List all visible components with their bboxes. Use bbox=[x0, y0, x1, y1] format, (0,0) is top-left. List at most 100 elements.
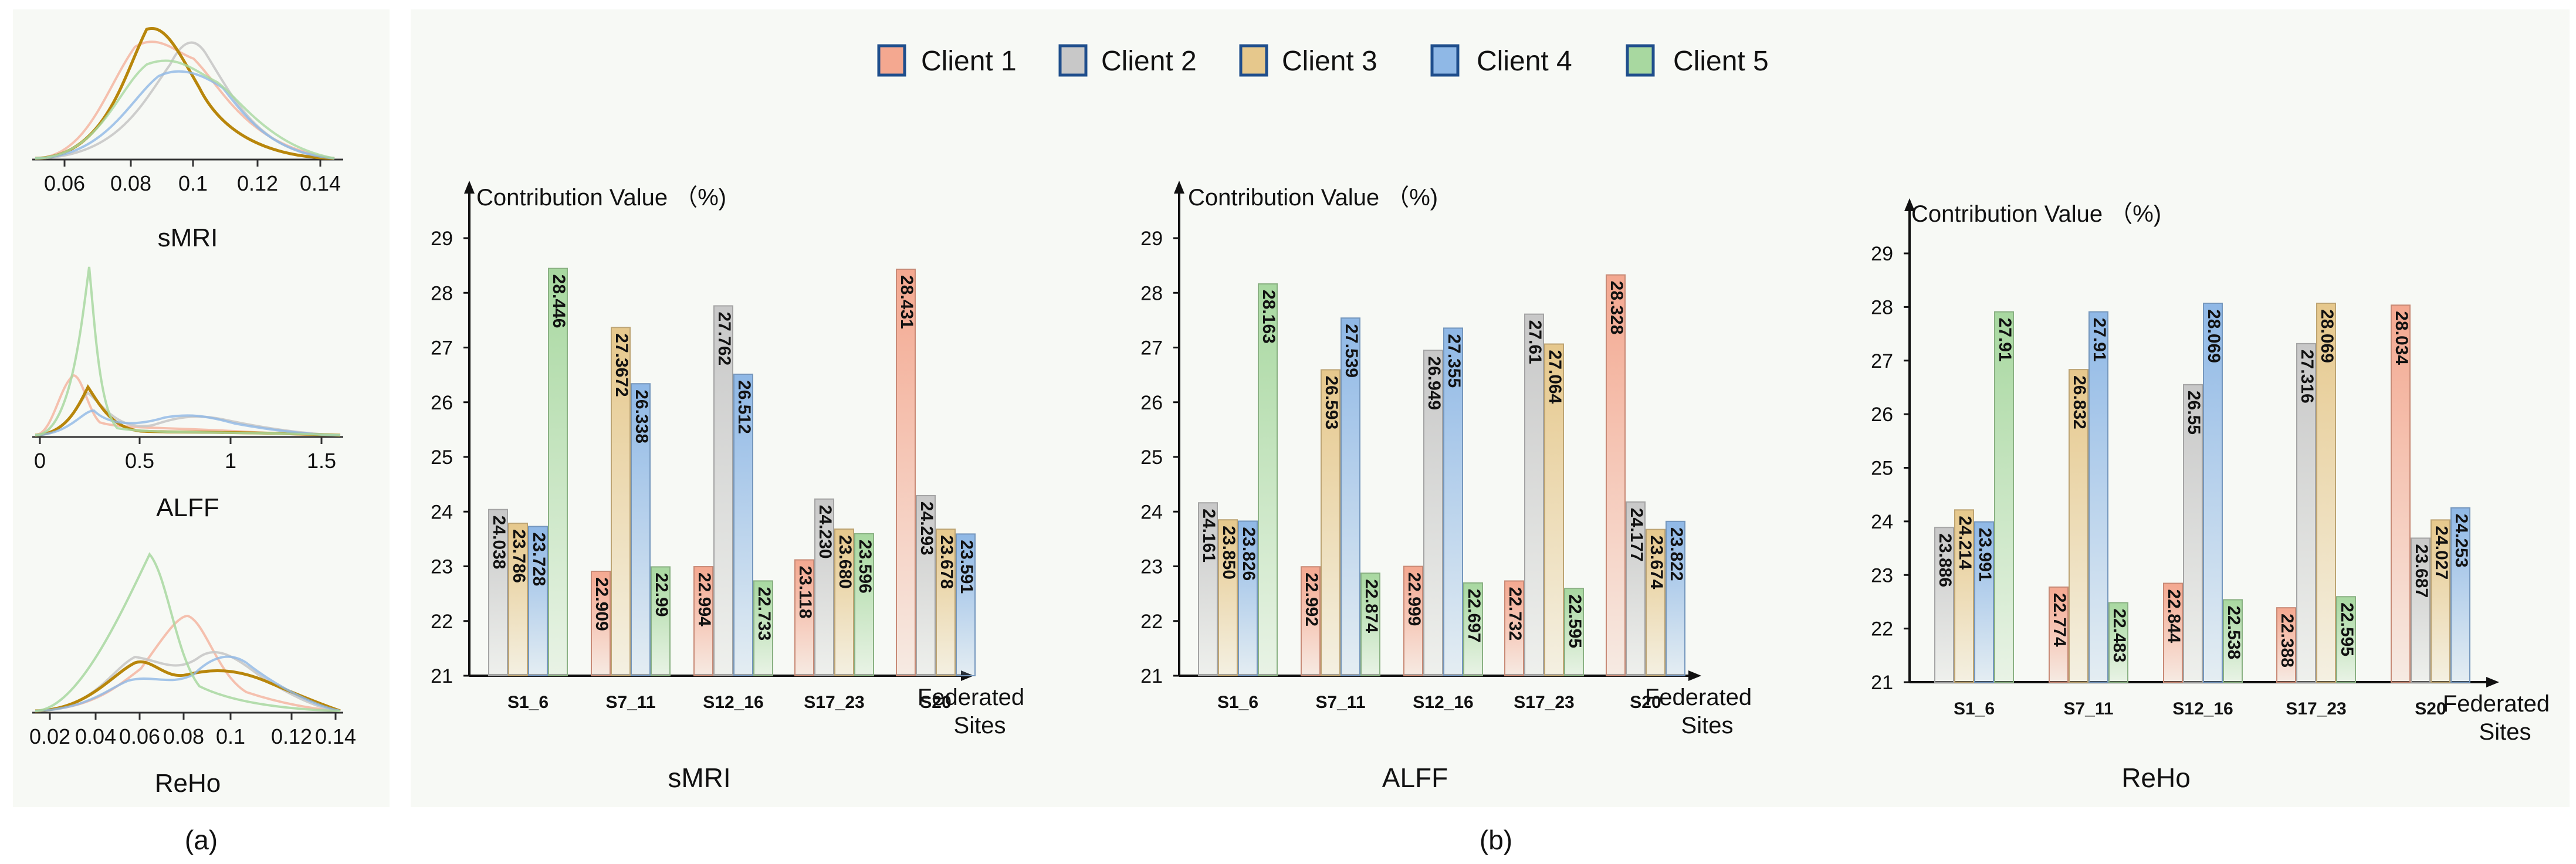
x-tick-label: S7_11 bbox=[1315, 693, 1365, 712]
bar-value-label: 24.230 bbox=[815, 505, 835, 559]
x-axis-arrow bbox=[2486, 677, 2499, 687]
x-axis-label: Federated Sites bbox=[2443, 691, 2550, 745]
y-tick-label: 22 bbox=[1140, 611, 1163, 633]
bar-value-label: 27.91 bbox=[1995, 318, 2015, 362]
bar-value-label: 23.991 bbox=[1975, 528, 1995, 582]
bar-client-5 bbox=[548, 267, 568, 676]
y-tick-label: 22 bbox=[1871, 618, 1893, 641]
y-tick-label: 29 bbox=[431, 228, 453, 250]
bar-value-label: 27.539 bbox=[1342, 324, 1361, 378]
legend-swatch-client-5 bbox=[1626, 44, 1655, 77]
bar-client-3 bbox=[1218, 519, 1238, 676]
x-tick-label: S20 bbox=[1630, 693, 1661, 712]
density-curve-client-2 bbox=[35, 651, 341, 712]
y-tick-label: 26 bbox=[1140, 392, 1163, 414]
bar-value-label: 28.163 bbox=[1259, 290, 1278, 344]
bar-value-label: 23.674 bbox=[1647, 536, 1666, 589]
x-tick-label: S7_11 bbox=[2063, 699, 2113, 719]
y-tick-label: 28 bbox=[431, 282, 453, 304]
legend-swatch-client-3 bbox=[1239, 44, 1268, 77]
y-tick-label: 21 bbox=[1871, 672, 1893, 694]
y-tick-label: 24 bbox=[1140, 501, 1163, 523]
bar-client-4 bbox=[1974, 521, 1994, 683]
bar-client-5 bbox=[1463, 582, 1483, 677]
y-tick-label: 21 bbox=[1140, 665, 1163, 687]
x-tick-label: S20 bbox=[2415, 699, 2446, 719]
bar-value-label: 28.034 bbox=[2392, 311, 2411, 365]
bar-value-label: 22.844 bbox=[2164, 589, 2184, 643]
bar-client-5 bbox=[2223, 599, 2243, 683]
bar-value-label: 22.595 bbox=[1565, 594, 1585, 648]
bar-value-label: 24.177 bbox=[1627, 508, 1646, 562]
caption-b: (b) bbox=[1480, 825, 1512, 855]
bar-value-label: 23.886 bbox=[1935, 533, 1955, 587]
bar-value-label: 22.388 bbox=[2277, 614, 2297, 668]
y-tick-label: 29 bbox=[1871, 243, 1893, 265]
bar-value-label: 23.822 bbox=[1667, 527, 1686, 581]
density-tick-label: 0.12 bbox=[271, 724, 312, 748]
bar-value-label: 23.680 bbox=[835, 535, 855, 589]
bar-client-3 bbox=[834, 528, 854, 677]
bar-chart-reho: 21 22 23 24 25 26 27 28 29 Contribution Value （%)… bbox=[1871, 198, 2550, 793]
bar-client-4 bbox=[2450, 507, 2470, 683]
bar-value-label: 27.61 bbox=[1525, 320, 1545, 364]
bar-client-3 bbox=[936, 528, 956, 676]
bar-client-2 bbox=[1198, 502, 1218, 676]
bar-client-2 bbox=[2183, 384, 2203, 683]
density-tick-label: 0.1 bbox=[178, 171, 208, 195]
bar-client-1 bbox=[1606, 274, 1626, 676]
bar-value-label: 22.732 bbox=[1505, 587, 1525, 641]
bar-value-label: 22.874 bbox=[1362, 579, 1381, 633]
bar-client-4 bbox=[1666, 520, 1685, 676]
bar-value-label: 26.593 bbox=[1322, 375, 1341, 429]
bar-value-label: 27.355 bbox=[1444, 334, 1464, 388]
density-tick-label: 0.08 bbox=[110, 171, 151, 195]
bar-client-3 bbox=[2069, 369, 2088, 683]
y-tick-label: 29 bbox=[1140, 228, 1163, 250]
density-curve-client-4 bbox=[35, 655, 341, 712]
bar-value-label: 27.3672 bbox=[612, 333, 631, 397]
y-tick-label: 27 bbox=[1871, 350, 1893, 372]
density-tick-label: 0.1 bbox=[216, 724, 245, 748]
density-curve-client-1 bbox=[35, 40, 335, 160]
density-curve-client-4 bbox=[35, 409, 341, 436]
bar-value-label: 22.999 bbox=[1404, 572, 1424, 626]
density-curve-client-5 bbox=[35, 266, 341, 436]
bar-value-label: 28.328 bbox=[1607, 281, 1626, 335]
bar-value-label: 22.595 bbox=[2337, 602, 2357, 656]
bar-value-label: 22.538 bbox=[2224, 605, 2243, 659]
density-curve-client-1 bbox=[35, 374, 341, 436]
bar-value-label: 26.832 bbox=[2070, 375, 2089, 429]
density-tick-label: 0.14 bbox=[300, 171, 341, 195]
density-ticks-alff bbox=[39, 437, 323, 444]
y-tick-label: 21 bbox=[431, 665, 453, 687]
bar-client-2 bbox=[916, 494, 936, 676]
y-axis-label: Contribution Value （%) bbox=[1188, 185, 1438, 211]
bar-client-5 bbox=[854, 533, 874, 676]
bar-value-label: 22.483 bbox=[2110, 608, 2129, 662]
bar-client-1 bbox=[2391, 304, 2411, 683]
bar-value-label: 22.994 bbox=[695, 572, 714, 626]
bar-client-5 bbox=[1258, 283, 1278, 677]
bar-client-3 bbox=[1321, 369, 1341, 676]
bar-client-4 bbox=[2088, 311, 2108, 683]
bar-value-label: 28.069 bbox=[2317, 309, 2337, 363]
bar-client-1 bbox=[1301, 566, 1321, 676]
legend-label: Client 5 bbox=[1673, 46, 1769, 77]
density-tick-label: 0.12 bbox=[237, 171, 278, 195]
bar-value-label: 24.214 bbox=[1955, 516, 1975, 570]
bar-client-4 bbox=[1341, 317, 1360, 676]
x-tick-label: S17_23 bbox=[1514, 693, 1574, 712]
bar-client-2 bbox=[488, 509, 508, 676]
caption-a: (a) bbox=[185, 825, 218, 855]
bar-value-label: 26.949 bbox=[1424, 356, 1444, 410]
density-tick-label: 1 bbox=[225, 449, 236, 473]
bar-client-4 bbox=[1238, 520, 1258, 677]
bar-value-label: 24.161 bbox=[1199, 509, 1218, 563]
bar-client-3 bbox=[1646, 528, 1666, 676]
bar-value-label: 26.338 bbox=[632, 389, 651, 443]
bar-client-4 bbox=[1443, 327, 1463, 676]
bar-value-label: 27.762 bbox=[715, 311, 734, 365]
bar-client-2 bbox=[713, 305, 733, 676]
density-plot-reho: 0.02 0.04 0.06 0.08 0.1 0.12 0.14 ReHo bbox=[29, 552, 356, 798]
